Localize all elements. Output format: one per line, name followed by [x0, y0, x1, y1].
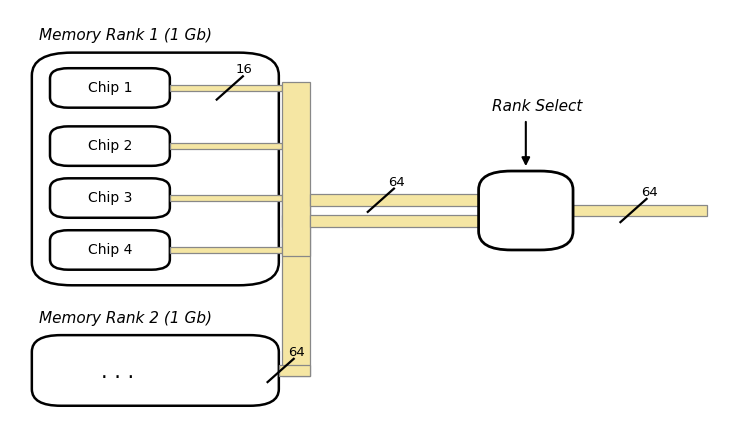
Text: . . .: . . .	[101, 362, 134, 382]
Text: 64: 64	[640, 186, 657, 199]
Text: Chip 3: Chip 3	[88, 191, 132, 205]
Text: MUX: MUX	[507, 202, 545, 219]
Text: Memory Rank 2 (1 Gb): Memory Rank 2 (1 Gb)	[39, 311, 212, 326]
Bar	[310, 195, 479, 206]
Text: Memory Rank 1 (1 Gb): Memory Rank 1 (1 Gb)	[39, 29, 212, 43]
Bar	[170, 143, 283, 149]
Bar	[170, 247, 283, 253]
Text: Rank Select: Rank Select	[491, 99, 582, 114]
Text: Chip 1: Chip 1	[88, 81, 132, 95]
Text: 16: 16	[236, 63, 253, 76]
Bar	[283, 82, 310, 256]
Text: 64: 64	[388, 176, 405, 189]
Bar	[573, 205, 707, 216]
Bar	[170, 85, 283, 91]
FancyBboxPatch shape	[31, 335, 279, 406]
Text: Chip 2: Chip 2	[88, 139, 132, 153]
FancyBboxPatch shape	[50, 126, 170, 166]
Bar	[283, 195, 310, 226]
Text: Chip 4: Chip 4	[88, 243, 132, 257]
Bar	[283, 215, 310, 376]
FancyBboxPatch shape	[31, 53, 279, 285]
FancyBboxPatch shape	[50, 230, 170, 270]
Bar	[310, 215, 479, 226]
Text: 64: 64	[288, 346, 305, 359]
FancyBboxPatch shape	[479, 171, 573, 250]
Bar	[170, 195, 283, 201]
FancyBboxPatch shape	[50, 179, 170, 218]
FancyBboxPatch shape	[50, 68, 170, 108]
Bar	[279, 365, 310, 376]
